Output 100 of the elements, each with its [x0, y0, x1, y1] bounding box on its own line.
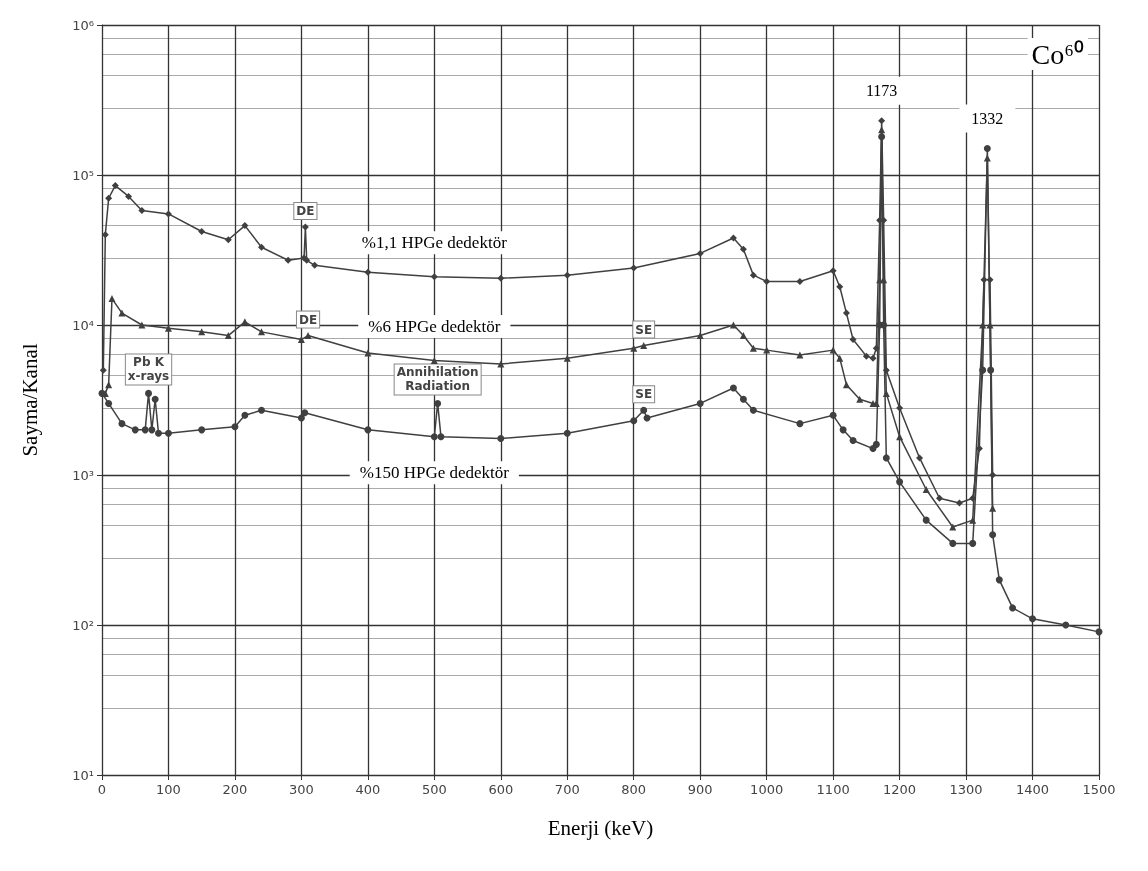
- series-label: %6 HPGe dedektör: [368, 316, 501, 336]
- point: [922, 516, 930, 524]
- y-axis-title: Sayma/Kanal: [17, 343, 42, 457]
- point: [297, 414, 305, 422]
- annotation: DE: [296, 204, 315, 219]
- y-tick-label: 10³: [72, 467, 94, 483]
- x-tick-label: 1200: [883, 782, 917, 797]
- point: [979, 366, 987, 374]
- annotation: Pb K x-rays: [127, 355, 170, 384]
- point: [869, 354, 877, 362]
- point: [989, 531, 997, 539]
- point: [364, 349, 372, 357]
- point: [856, 395, 864, 403]
- x-tick-label: 100: [156, 782, 181, 797]
- point: [842, 381, 850, 389]
- point: [138, 206, 146, 214]
- x-tick-label: 400: [355, 782, 381, 797]
- point: [987, 366, 995, 374]
- point: [563, 429, 571, 437]
- point: [749, 406, 757, 414]
- point: [141, 426, 149, 434]
- point: [301, 409, 309, 417]
- point: [729, 234, 737, 242]
- point: [839, 426, 847, 434]
- point: [882, 454, 890, 462]
- x-tick-label: 1300: [949, 782, 983, 797]
- point: [896, 478, 904, 486]
- point: [434, 399, 442, 407]
- point: [882, 366, 890, 374]
- x-tick-label: 0: [97, 782, 107, 797]
- point: [872, 344, 880, 352]
- point: [969, 494, 977, 502]
- point: [311, 261, 319, 269]
- point: [1062, 621, 1070, 629]
- point: [880, 321, 888, 329]
- x-tick-label: 900: [687, 782, 713, 797]
- point: [749, 344, 757, 352]
- point: [969, 516, 977, 524]
- point: [763, 346, 771, 354]
- annotation: 1173: [865, 82, 898, 100]
- point: [138, 321, 146, 329]
- point: [935, 494, 943, 502]
- point: [258, 243, 266, 251]
- point: [739, 332, 747, 340]
- point: [630, 417, 638, 425]
- point: [258, 406, 266, 414]
- point: [437, 433, 445, 441]
- point: [301, 223, 309, 231]
- series-label: %150 HPGe dedektör: [359, 463, 510, 483]
- point: [640, 406, 648, 414]
- point: [836, 354, 844, 362]
- point: [111, 182, 119, 190]
- point: [1029, 615, 1037, 623]
- point: [739, 395, 747, 403]
- x-tick-label: 1500: [1082, 782, 1116, 797]
- point: [739, 245, 747, 253]
- point: [224, 236, 232, 244]
- point: [829, 346, 837, 354]
- point: [497, 274, 505, 282]
- x-tick-label: 800: [621, 782, 647, 797]
- point: [729, 384, 737, 392]
- x-tick-label: 200: [222, 782, 248, 797]
- point: [989, 471, 997, 479]
- point: [949, 539, 957, 547]
- y-tick-label: 10²: [72, 617, 94, 633]
- x-axis-title: Enerji (keV): [547, 815, 654, 840]
- point: [796, 420, 804, 428]
- point: [749, 271, 757, 279]
- annotation: 1332: [971, 110, 1004, 128]
- point: [430, 433, 438, 441]
- annotation: Annihilation Radiation: [396, 365, 479, 394]
- point: [101, 231, 109, 239]
- point: [696, 399, 704, 407]
- point: [696, 332, 704, 340]
- point: [164, 324, 172, 332]
- point: [258, 328, 266, 336]
- point: [231, 423, 239, 431]
- point: [630, 344, 638, 352]
- annotation: SE: [635, 387, 653, 402]
- x-tick-label: 300: [288, 782, 314, 797]
- point: [796, 351, 804, 359]
- point: [763, 277, 771, 285]
- x-tick-label: 1100: [816, 782, 850, 797]
- y-tick-label: 10⁶: [72, 17, 94, 33]
- point: [105, 194, 113, 202]
- point: [99, 366, 107, 374]
- point: [640, 342, 648, 349]
- point: [364, 268, 372, 276]
- point: [849, 336, 857, 344]
- point: [148, 426, 156, 434]
- point: [145, 389, 153, 397]
- point: [563, 271, 571, 279]
- point: [849, 436, 857, 444]
- point: [969, 539, 977, 547]
- point: [729, 321, 737, 329]
- point: [922, 486, 930, 494]
- point: [955, 499, 963, 507]
- y-tick-label: 10⁴: [72, 317, 94, 333]
- x-tick-label: 600: [488, 782, 514, 797]
- series-label: %1,1 HPGe dedektör: [361, 233, 508, 253]
